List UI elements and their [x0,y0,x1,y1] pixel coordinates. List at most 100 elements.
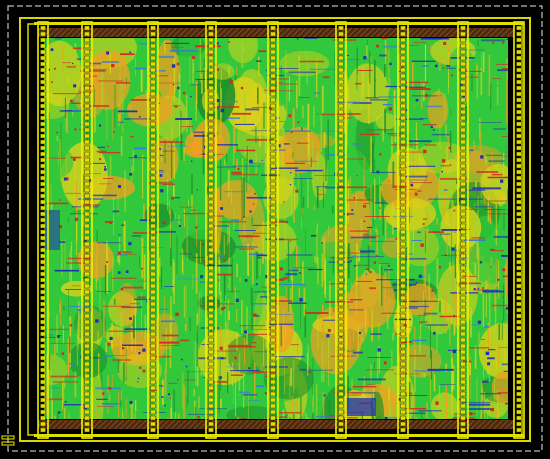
via [255,283,258,286]
via [50,48,54,51]
via [195,226,198,229]
via [365,273,367,275]
via [261,159,263,161]
via [449,164,452,166]
via [265,274,269,279]
metal-region [226,405,278,419]
via [453,209,456,212]
metal-region [427,90,449,129]
via [415,282,418,284]
via [376,170,380,174]
via [190,95,192,98]
via [120,287,124,291]
metal-region [263,357,314,400]
via [295,189,299,193]
via [377,348,381,352]
via [477,320,481,324]
via [345,212,349,216]
metal-region [115,111,137,159]
via [104,168,107,171]
via [59,199,61,201]
via [340,335,342,338]
via [106,261,108,263]
via [228,41,230,43]
via [460,83,463,86]
via [106,51,110,55]
via [58,411,61,414]
outer-die-border [7,5,543,452]
via [363,220,366,223]
via [142,348,146,352]
via [138,352,141,355]
via [159,174,163,177]
via [441,170,443,173]
via [64,401,67,403]
via [244,330,247,334]
metal-region [401,227,440,267]
power-rail-8 [457,21,469,439]
via [139,115,141,118]
via [70,99,73,103]
via [420,321,422,324]
via [137,381,139,383]
via [384,416,388,419]
via [456,368,458,370]
via [74,217,78,221]
via [279,267,283,271]
via [373,261,376,264]
via [185,365,188,368]
via [297,121,300,124]
via [109,336,113,340]
via [248,367,251,370]
via [128,242,132,246]
via [403,324,407,327]
via [451,247,455,251]
via [219,376,222,379]
via [177,379,179,381]
via [415,98,419,102]
via [63,177,67,181]
via [353,265,356,267]
via [249,159,253,164]
via [414,192,418,196]
via [449,418,452,419]
via [480,155,484,159]
via [168,393,170,396]
via [137,377,140,380]
via [178,224,181,227]
metal-region [85,50,131,110]
via [221,307,224,311]
via [191,160,193,162]
via [264,392,267,395]
via [353,196,356,199]
via [202,153,205,155]
via [243,216,245,218]
via [356,175,358,177]
via [109,221,112,225]
via [452,349,457,354]
via [203,260,206,263]
io-pin-2 [1,441,15,446]
via [326,334,330,338]
via [108,387,112,390]
via [376,254,378,257]
via [117,271,121,274]
via [477,287,480,290]
via [363,56,367,60]
via [201,243,204,246]
via [253,313,257,317]
power-rails [34,21,525,439]
via [181,358,183,361]
via [80,355,83,358]
via [502,296,504,299]
via [88,179,92,182]
via [438,266,442,269]
via [99,124,102,127]
via [454,231,456,233]
via [358,331,361,334]
via [51,81,53,83]
metal-region [375,112,397,130]
via [107,145,109,147]
via [442,67,444,69]
via [277,144,281,148]
